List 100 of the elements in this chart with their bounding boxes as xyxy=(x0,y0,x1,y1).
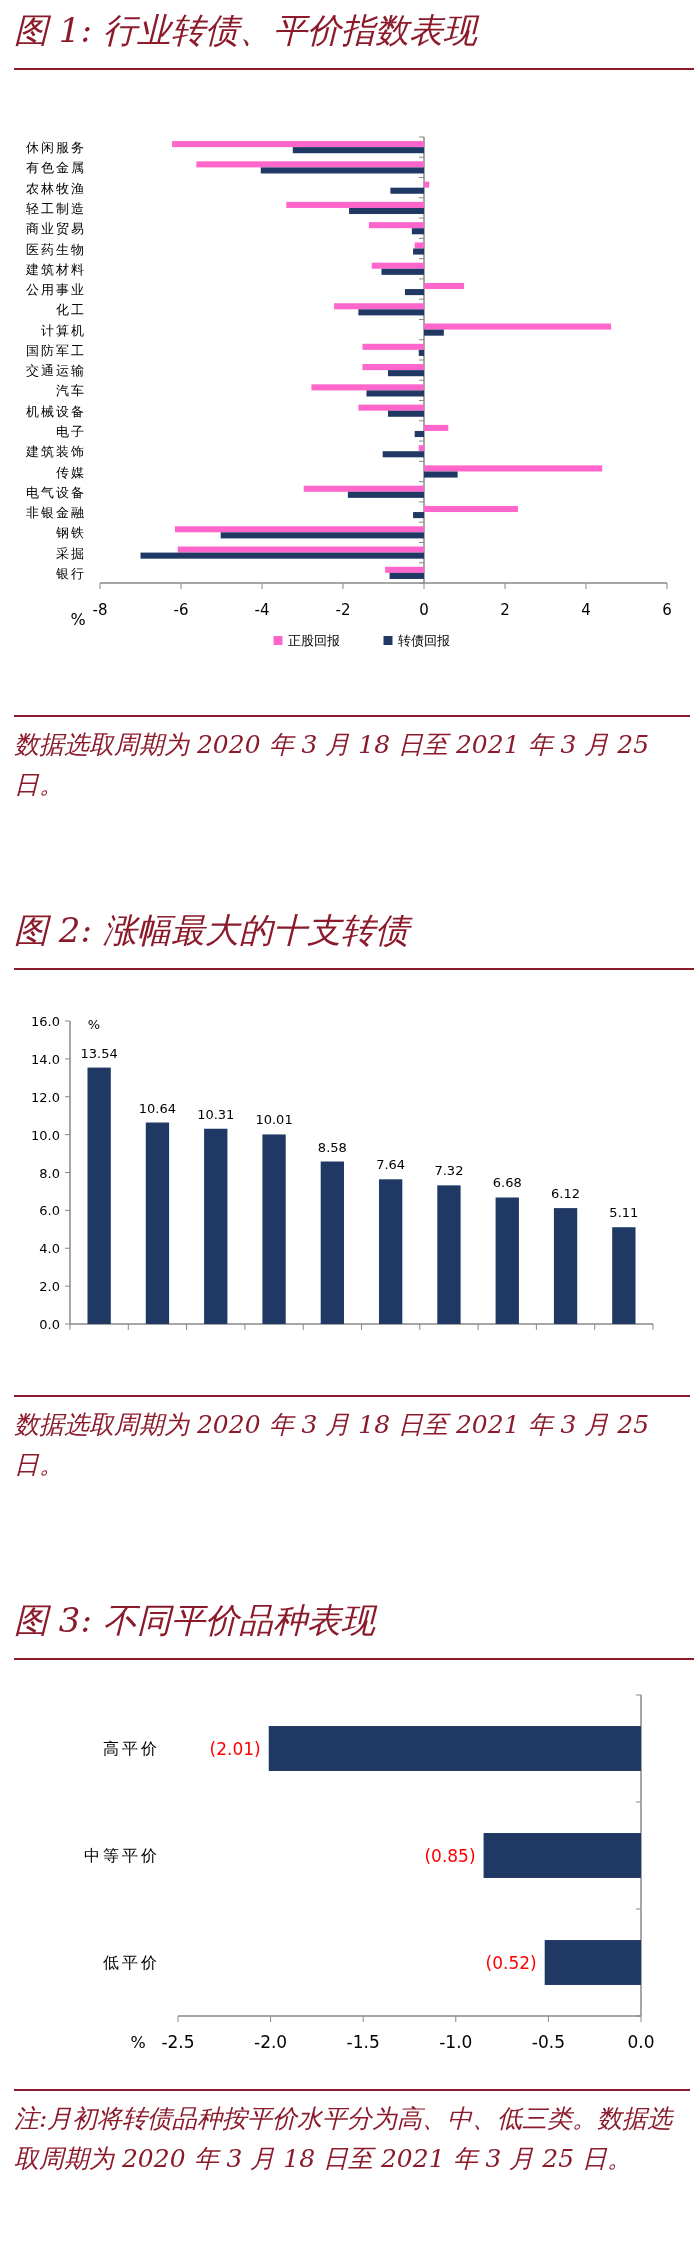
data-label: 13.54 xyxy=(80,1045,118,1061)
x-tick-label: -2 xyxy=(335,601,351,619)
x-tick-label: -6 xyxy=(173,601,189,619)
bar xyxy=(389,572,424,579)
y-tick-label: 有色金属 xyxy=(26,160,86,176)
x-tick-label: -2.0 xyxy=(254,2032,288,2052)
bar xyxy=(174,526,424,533)
bar xyxy=(424,505,518,513)
data-label: 7.32 xyxy=(434,1163,464,1179)
bar xyxy=(418,349,424,356)
legend-label: 正股回报 xyxy=(287,633,340,648)
data-label: 10.31 xyxy=(197,1106,235,1122)
x-tick-label: 2 xyxy=(500,601,510,619)
bar xyxy=(358,309,424,316)
data-label: (2.01) xyxy=(209,1738,261,1759)
x-tick-label: 4 xyxy=(581,601,591,619)
bar xyxy=(390,187,424,194)
bar xyxy=(553,1208,578,1324)
x-tick-label: -0.5 xyxy=(531,2032,565,2052)
x-tick-label: -8 xyxy=(92,601,108,619)
bar xyxy=(414,430,424,438)
bar xyxy=(368,222,424,229)
y-tick-label: 钢铁 xyxy=(55,525,86,541)
bar xyxy=(334,303,424,310)
bar xyxy=(362,343,424,350)
data-label: (0.85) xyxy=(424,1845,476,1866)
bar xyxy=(437,1185,461,1324)
bar xyxy=(424,329,444,336)
data-label: 5.11 xyxy=(609,1205,639,1221)
y-tick-label: 2.0 xyxy=(39,1279,60,1295)
y-tick-label: 轻工制造 xyxy=(26,200,86,216)
bar xyxy=(495,1197,519,1324)
bar xyxy=(260,167,424,174)
x-tick-label: -1.5 xyxy=(346,2032,380,2052)
x-tick-label: -1.0 xyxy=(439,2032,473,2052)
y-tick-label: 国防军工 xyxy=(26,342,86,358)
bar xyxy=(424,282,465,290)
bar xyxy=(424,471,458,478)
bar xyxy=(145,1122,170,1324)
legend-label: 转债回报 xyxy=(397,633,450,648)
x-tick-label: -2.5 xyxy=(161,2032,195,2052)
bar xyxy=(424,323,612,330)
data-label: (0.52) xyxy=(485,1952,537,1973)
bar xyxy=(382,451,424,458)
bar xyxy=(371,262,424,269)
y-tick-label: 采掘 xyxy=(56,545,86,561)
bar xyxy=(424,465,603,472)
bar xyxy=(411,228,424,235)
x-tick-label: -4 xyxy=(254,601,270,619)
bar xyxy=(413,248,424,255)
y-tick-label: 16.0 xyxy=(31,1014,60,1029)
bar xyxy=(418,445,424,452)
bar xyxy=(204,1128,228,1324)
bar xyxy=(220,532,424,539)
text: 数据选取周期为 2020 年 3 月 18 日至 2021 年 3 月 25 日。 xyxy=(14,729,651,801)
chart-title: 图 2: 涨幅最大的十支转债 xyxy=(14,900,694,970)
bar xyxy=(387,370,424,377)
data-label: 6.12 xyxy=(551,1186,581,1202)
bar xyxy=(385,566,424,573)
bar xyxy=(177,546,424,553)
y-tick-label: 10.0 xyxy=(31,1127,60,1143)
y-tick-label: 非银金融 xyxy=(26,505,86,521)
text: 注:月初将转债品种按平价水平分为高、中、低三类。数据选取周期为 2020 年 3 月 18 日至 2021 年 3 月 25 日。 xyxy=(14,2103,675,2175)
bar xyxy=(292,147,424,154)
bar xyxy=(262,1134,286,1324)
y-tick-label: 传媒 xyxy=(56,464,86,480)
bar xyxy=(381,268,424,275)
data-label: 8.58 xyxy=(317,1139,347,1155)
chart-title: 图 3: 不同平价品种表现 xyxy=(14,1590,694,1660)
y-tick-label: 0.0 xyxy=(39,1317,60,1332)
chart-title: 图 1: 行业转债、平价指数表现 xyxy=(14,0,694,70)
bar xyxy=(378,1179,403,1324)
y-tick-label: 机械设备 xyxy=(26,403,86,419)
bar xyxy=(612,1227,636,1324)
y-tick-label: 建筑装饰 xyxy=(25,444,86,460)
bar xyxy=(387,410,424,417)
bar xyxy=(196,161,424,168)
y-tick-label: 电子 xyxy=(56,423,86,439)
x-tick-label: 0 xyxy=(419,601,429,619)
y-tick-label: 银行 xyxy=(55,565,86,581)
bar xyxy=(140,552,424,559)
data-label: 7.64 xyxy=(376,1157,406,1173)
x-axis-title: % xyxy=(130,2033,146,2052)
y-tick-label: 8.0 xyxy=(39,1165,60,1181)
y-tick-label: 商业贸易 xyxy=(26,221,86,237)
y-tick-label: 低平价 xyxy=(103,1952,160,1972)
data-label: 10.01 xyxy=(255,1112,293,1128)
text: 数据选取周期为 2020 年 3 月 18 日至 2021 年 3 月 25 日。 xyxy=(14,1409,651,1481)
y-tick-label: 农林牧渔 xyxy=(26,180,86,196)
y-tick-label: 12.0 xyxy=(31,1089,60,1105)
bar xyxy=(320,1161,345,1324)
bar xyxy=(87,1067,111,1324)
y-tick-label: 6.0 xyxy=(39,1203,60,1219)
bar xyxy=(413,512,424,519)
bar xyxy=(172,141,424,148)
bar xyxy=(404,289,424,296)
x-tick-label: 6 xyxy=(662,601,672,619)
bar xyxy=(303,485,424,492)
data-label: 6.68 xyxy=(492,1175,522,1191)
bar xyxy=(414,242,424,249)
